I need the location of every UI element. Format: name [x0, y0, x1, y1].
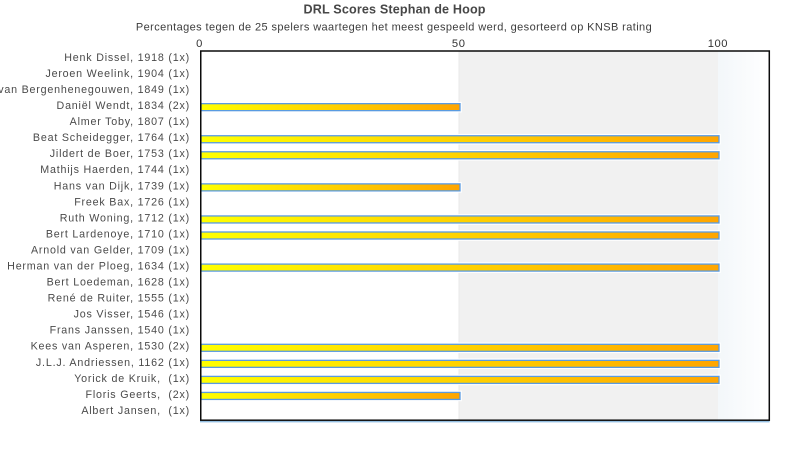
svg-text:Ruth Woning, 1712 (1x): Ruth Woning, 1712 (1x) [60, 212, 190, 224]
svg-text:0: 0 [196, 38, 203, 50]
svg-text:Jeroen Weelink, 1904 (1x): Jeroen Weelink, 1904 (1x) [45, 68, 190, 80]
svg-text:50: 50 [452, 38, 466, 50]
svg-text:van Bergenhenegouwen, 1849 (1x: van Bergenhenegouwen, 1849 (1x) [0, 84, 190, 96]
svg-text:Herman van der Ploeg, 1634 (1x: Herman van der Ploeg, 1634 (1x) [7, 260, 190, 272]
svg-text:Kees van Asperen, 1530 (2x): Kees van Asperen, 1530 (2x) [31, 341, 190, 353]
svg-text:Frans Janssen, 1540 (1x): Frans Janssen, 1540 (1x) [50, 325, 190, 337]
svg-text:Bert Loedeman, 1628 (1x): Bert Loedeman, 1628 (1x) [47, 277, 190, 289]
svg-text:Arnold van Gelder, 1709 (1x): Arnold van Gelder, 1709 (1x) [31, 244, 190, 256]
svg-text:Daniël Wendt, 1834 (2x): Daniël Wendt, 1834 (2x) [57, 100, 190, 112]
svg-text:J.L.J. Andriessen, 1162 (1x): J.L.J. Andriessen, 1162 (1x) [36, 357, 190, 369]
svg-text:Henk Dissel, 1918 (1x): Henk Dissel, 1918 (1x) [64, 52, 190, 64]
svg-text:Percentages tegen de 25 speler: Percentages tegen de 25 spelers waartege… [136, 21, 652, 33]
svg-text:Albert Jansen, (1x): Albert Jansen, (1x) [81, 405, 190, 417]
svg-text:Bert Lardenoye, 1710 (1x): Bert Lardenoye, 1710 (1x) [46, 228, 190, 240]
svg-text:Yorick de Kruik, (1x): Yorick de Kruik, (1x) [74, 373, 190, 385]
svg-text:DRL Scores Stephan de Hoop: DRL Scores Stephan de Hoop [304, 2, 486, 16]
svg-text:Hans van Dijk, 1739 (1x): Hans van Dijk, 1739 (1x) [54, 180, 190, 192]
svg-text:Beat Scheidegger, 1764 (1x): Beat Scheidegger, 1764 (1x) [33, 132, 190, 144]
svg-text:Jildert de Boer, 1753 (1x): Jildert de Boer, 1753 (1x) [50, 148, 190, 160]
svg-text:Mathijs Haerden, 1744 (1x): Mathijs Haerden, 1744 (1x) [40, 164, 190, 176]
svg-text:Almer Toby, 1807 (1x): Almer Toby, 1807 (1x) [70, 116, 190, 128]
svg-text:René de Ruiter, 1555 (1x): René de Ruiter, 1555 (1x) [48, 293, 190, 305]
svg-text:Floris Geerts, (2x): Floris Geerts, (2x) [86, 389, 190, 401]
svg-text:Jos Visser, 1546 (1x): Jos Visser, 1546 (1x) [74, 309, 190, 321]
svg-text:Freek Bax, 1726 (1x): Freek Bax, 1726 (1x) [74, 196, 190, 208]
svg-text:100: 100 [708, 38, 728, 50]
